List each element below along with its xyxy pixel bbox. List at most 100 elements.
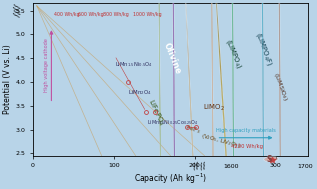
Ellipse shape <box>172 0 175 189</box>
Ellipse shape <box>173 25 174 89</box>
Ellipse shape <box>158 0 162 189</box>
Ellipse shape <box>262 0 264 189</box>
Ellipse shape <box>216 0 233 189</box>
Ellipse shape <box>269 158 274 160</box>
Ellipse shape <box>210 0 216 189</box>
Ellipse shape <box>270 159 272 160</box>
Ellipse shape <box>220 63 229 189</box>
Ellipse shape <box>158 0 162 189</box>
Ellipse shape <box>212 50 213 156</box>
Ellipse shape <box>232 0 233 134</box>
Ellipse shape <box>279 0 281 189</box>
Text: High capacity materials: High capacity materials <box>216 128 276 133</box>
Text: LiMn$_{0.5}$Ni$_{0.25}$Co$_{0.25}$O$_4$: LiMn$_{0.5}$Ni$_{0.25}$Co$_{0.25}$O$_4$ <box>147 118 198 127</box>
Ellipse shape <box>223 107 226 161</box>
Ellipse shape <box>211 0 214 189</box>
Ellipse shape <box>191 106 192 146</box>
Ellipse shape <box>267 158 275 160</box>
Ellipse shape <box>260 0 265 189</box>
Ellipse shape <box>230 0 235 189</box>
Ellipse shape <box>210 0 215 189</box>
Text: High voltage cathode: High voltage cathode <box>44 38 49 92</box>
Ellipse shape <box>264 156 278 162</box>
Ellipse shape <box>223 98 227 170</box>
Ellipse shape <box>231 0 234 189</box>
Ellipse shape <box>173 9 174 105</box>
Ellipse shape <box>171 0 176 189</box>
Ellipse shape <box>260 0 265 189</box>
Ellipse shape <box>210 0 215 189</box>
Ellipse shape <box>159 12 161 189</box>
Ellipse shape <box>211 0 214 189</box>
Ellipse shape <box>221 81 228 188</box>
Ellipse shape <box>221 71 229 189</box>
Ellipse shape <box>261 0 264 189</box>
Ellipse shape <box>189 73 194 180</box>
Ellipse shape <box>279 0 281 189</box>
Ellipse shape <box>159 0 161 189</box>
Ellipse shape <box>261 0 264 189</box>
Ellipse shape <box>230 0 235 189</box>
Ellipse shape <box>158 0 161 189</box>
Ellipse shape <box>172 0 176 189</box>
Ellipse shape <box>185 0 198 189</box>
Ellipse shape <box>268 158 274 160</box>
Ellipse shape <box>231 0 235 189</box>
Ellipse shape <box>278 0 281 189</box>
Ellipse shape <box>230 0 236 189</box>
Ellipse shape <box>278 0 281 189</box>
Text: FeF$_3$: FeF$_3$ <box>184 123 201 136</box>
Ellipse shape <box>158 0 162 189</box>
Ellipse shape <box>264 156 279 162</box>
Ellipse shape <box>217 18 232 189</box>
Ellipse shape <box>212 68 213 139</box>
Ellipse shape <box>210 0 215 189</box>
Ellipse shape <box>218 36 231 189</box>
Ellipse shape <box>211 0 214 189</box>
Ellipse shape <box>172 0 175 189</box>
Text: (V$_2$O$_5$, LiV$_2$O$_5$): (V$_2$O$_5$, LiV$_2$O$_5$) <box>200 131 242 151</box>
Ellipse shape <box>230 0 236 189</box>
Text: (LiMSiO$_4$): (LiMSiO$_4$) <box>271 71 290 103</box>
Ellipse shape <box>172 0 176 189</box>
Ellipse shape <box>265 157 277 161</box>
Ellipse shape <box>159 40 160 177</box>
Ellipse shape <box>262 0 264 189</box>
Ellipse shape <box>191 120 192 133</box>
Ellipse shape <box>186 0 197 189</box>
Text: //: // <box>13 9 23 17</box>
Ellipse shape <box>188 60 195 189</box>
Ellipse shape <box>210 0 215 189</box>
Ellipse shape <box>268 158 275 160</box>
Text: 1600: 1600 <box>223 164 239 169</box>
Ellipse shape <box>211 0 214 189</box>
Ellipse shape <box>172 0 176 189</box>
Ellipse shape <box>173 0 175 189</box>
Ellipse shape <box>262 0 263 173</box>
Ellipse shape <box>173 0 174 137</box>
Ellipse shape <box>261 0 265 189</box>
Text: LiMn$_{1.5}$Ni$_{0.5}$O$_4$: LiMn$_{1.5}$Ni$_{0.5}$O$_4$ <box>114 60 152 69</box>
Ellipse shape <box>232 0 234 174</box>
Ellipse shape <box>262 10 263 92</box>
Ellipse shape <box>265 157 277 161</box>
Ellipse shape <box>261 0 265 189</box>
Ellipse shape <box>260 0 266 189</box>
Ellipse shape <box>189 75 194 178</box>
Ellipse shape <box>278 0 282 189</box>
Ellipse shape <box>279 0 281 189</box>
Ellipse shape <box>190 93 193 160</box>
Ellipse shape <box>158 0 162 189</box>
Ellipse shape <box>230 0 236 189</box>
Ellipse shape <box>222 89 228 179</box>
Ellipse shape <box>159 26 161 189</box>
Ellipse shape <box>186 13 197 189</box>
Ellipse shape <box>231 0 235 189</box>
Ellipse shape <box>268 158 274 160</box>
Text: Olivine: Olivine <box>162 41 183 75</box>
Ellipse shape <box>261 0 265 189</box>
Ellipse shape <box>262 0 264 189</box>
Ellipse shape <box>172 0 175 189</box>
Ellipse shape <box>223 116 226 152</box>
Ellipse shape <box>269 159 273 160</box>
